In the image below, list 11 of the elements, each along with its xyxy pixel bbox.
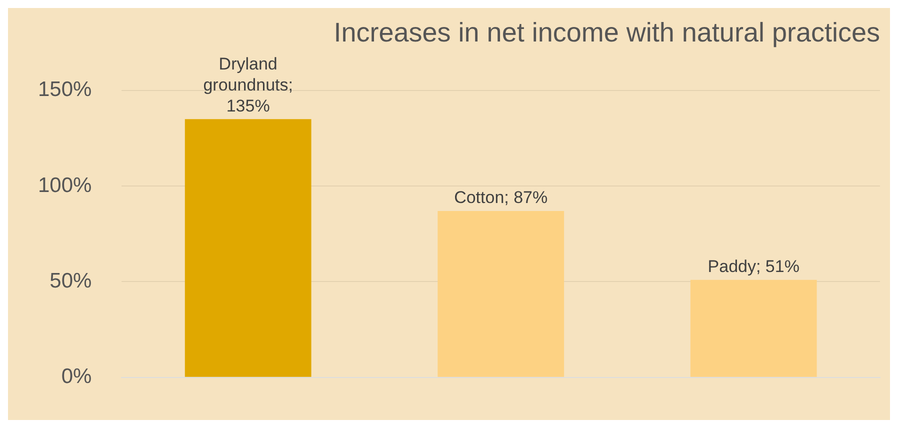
data-label: Dryland groundnuts; 135% <box>203 54 293 116</box>
y-tick-label: 0% <box>61 365 92 388</box>
data-label: Paddy; 51% <box>708 257 800 276</box>
bar <box>438 210 564 377</box>
y-tick-label: 150% <box>38 78 92 102</box>
bar <box>690 280 817 377</box>
data-label: Cotton; 87% <box>454 188 548 208</box>
y-tick-label: 100% <box>38 174 92 197</box>
bar <box>184 119 312 377</box>
chart-title: Increases in net income with natural practices <box>334 18 880 48</box>
y-tick-label: 50% <box>50 270 92 293</box>
